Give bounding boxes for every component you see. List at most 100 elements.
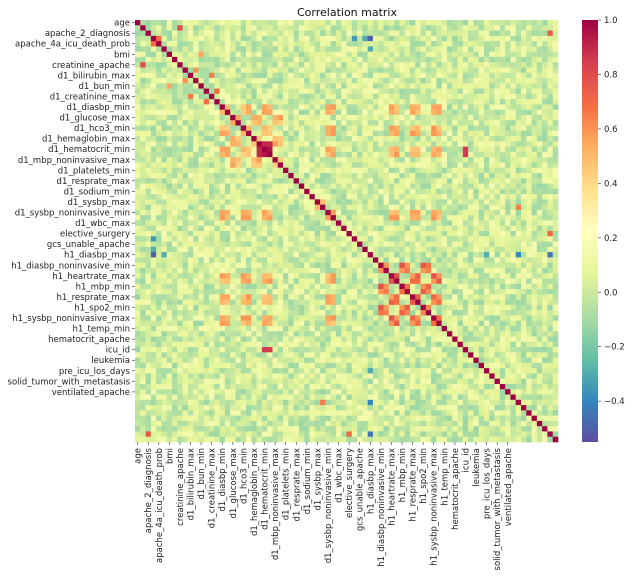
heatmap-cell [325, 209, 331, 216]
heatmap-cell [415, 257, 421, 264]
heatmap-cell [288, 304, 294, 311]
heatmap-cell [267, 83, 273, 89]
heatmap-cell [409, 315, 416, 322]
heatmap-cell [505, 325, 511, 332]
heatmap-cell [415, 236, 421, 242]
heatmap-cell [378, 104, 384, 111]
heatmap-cell [288, 125, 294, 132]
heatmap-cell [515, 104, 522, 111]
heatmap-cell [166, 104, 173, 111]
heatmap-cell [383, 93, 390, 100]
heatmap-cell [505, 209, 511, 216]
heatmap-cell [510, 41, 517, 47]
heatmap-cell [330, 78, 337, 84]
heatmap-cell [404, 67, 411, 74]
heatmap-cell [304, 162, 310, 169]
heatmap-cell [367, 257, 374, 264]
heatmap-cell [542, 146, 548, 153]
heatmap-cell [420, 109, 427, 116]
heatmap-cell [415, 78, 421, 84]
heatmap-cell [230, 83, 236, 89]
heatmap-cell [367, 294, 374, 300]
heatmap-cell [462, 114, 469, 121]
heatmap-cell [145, 130, 152, 137]
heatmap-cell [182, 194, 189, 200]
heatmap-cell [367, 299, 374, 306]
heatmap-cell [425, 146, 432, 153]
heatmap-cell [330, 136, 337, 142]
heatmap-cell [473, 120, 480, 126]
heatmap-cell [161, 273, 168, 279]
heatmap-cell [272, 167, 279, 174]
heatmap-cell [520, 320, 527, 327]
heatmap-cell [209, 220, 215, 227]
heatmap-cell [499, 289, 506, 295]
heatmap-cell [150, 315, 157, 322]
heatmap-cell [240, 204, 247, 211]
heatmap-cell [367, 88, 374, 95]
heatmap-cell [515, 283, 522, 290]
heatmap-cell [256, 151, 263, 158]
heatmap-cell [452, 236, 458, 242]
heatmap-cell [478, 299, 485, 306]
heatmap-cell [193, 46, 199, 53]
heatmap-cell [341, 183, 347, 190]
heatmap-cell [425, 78, 432, 84]
heatmap-cell [272, 67, 279, 74]
heatmap-cell [510, 241, 517, 248]
heatmap-cell [457, 157, 464, 163]
heatmap-cell [140, 183, 146, 190]
heatmap-cell [367, 188, 374, 195]
heatmap-cell [425, 204, 432, 211]
heatmap-cell [446, 25, 453, 31]
heatmap-cell [304, 220, 310, 227]
heatmap-cell [552, 267, 559, 274]
heatmap-cell [314, 315, 321, 322]
heatmap-cell [166, 51, 173, 58]
heatmap-cell [325, 35, 331, 42]
heatmap-cell [351, 215, 358, 221]
heatmap-cell [283, 56, 289, 63]
heatmap-cell [203, 130, 210, 137]
heatmap-cell [362, 209, 368, 216]
heatmap-cell [489, 99, 495, 105]
heatmap-cell [156, 246, 162, 253]
heatmap-cell [425, 236, 432, 242]
heatmap-cell [394, 304, 400, 311]
heatmap-cell [235, 41, 242, 47]
heatmap-cell [383, 325, 390, 332]
heatmap-cell [531, 325, 538, 332]
heatmap-cell [293, 35, 300, 42]
heatmap-cell [526, 209, 532, 216]
heatmap-cell [145, 109, 152, 116]
heatmap-cell [267, 220, 273, 227]
heatmap-cell [277, 220, 284, 227]
heatmap-cell [283, 231, 289, 237]
heatmap-cell [135, 88, 141, 95]
heatmap-cell [214, 46, 220, 53]
heatmap-cell [251, 188, 257, 195]
heatmap-cell [182, 157, 189, 163]
heatmap-cell [441, 51, 448, 58]
heatmap-cell [346, 215, 353, 221]
heatmap-cell [256, 347, 263, 353]
heatmap-cell [552, 315, 559, 322]
heatmap-cell [505, 336, 511, 343]
heatmap-cell [357, 252, 363, 258]
heatmap-cell [526, 215, 532, 221]
heatmap-cell [420, 114, 427, 121]
heatmap-cell [198, 151, 205, 158]
heatmap-cell [166, 225, 173, 232]
heatmap-cell [351, 289, 358, 295]
heatmap-cell [383, 125, 390, 132]
heatmap-cell [478, 146, 485, 153]
heatmap-cell [341, 199, 347, 205]
heatmap-cell [425, 130, 432, 137]
heatmap-cell [367, 283, 374, 290]
heatmap-cell [367, 72, 374, 79]
heatmap-cell [140, 257, 146, 264]
heatmap-cell [182, 88, 189, 95]
heatmap-cell [436, 199, 443, 205]
heatmap-cell [335, 62, 342, 68]
heatmap-cell [515, 336, 522, 343]
